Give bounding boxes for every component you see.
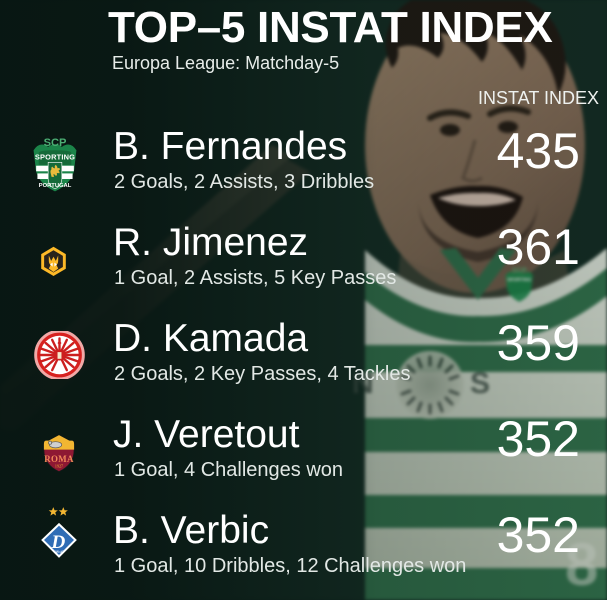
svg-text:PORTUGAL: PORTUGAL xyxy=(39,183,72,189)
svg-text:SCP: SCP xyxy=(44,137,67,149)
svg-text:КИЫО: КИЫО xyxy=(54,550,65,554)
svg-text:SPORTING: SPORTING xyxy=(35,152,75,161)
svg-text:1927: 1927 xyxy=(55,463,63,468)
svg-text:ROMA: ROMA xyxy=(44,454,74,464)
